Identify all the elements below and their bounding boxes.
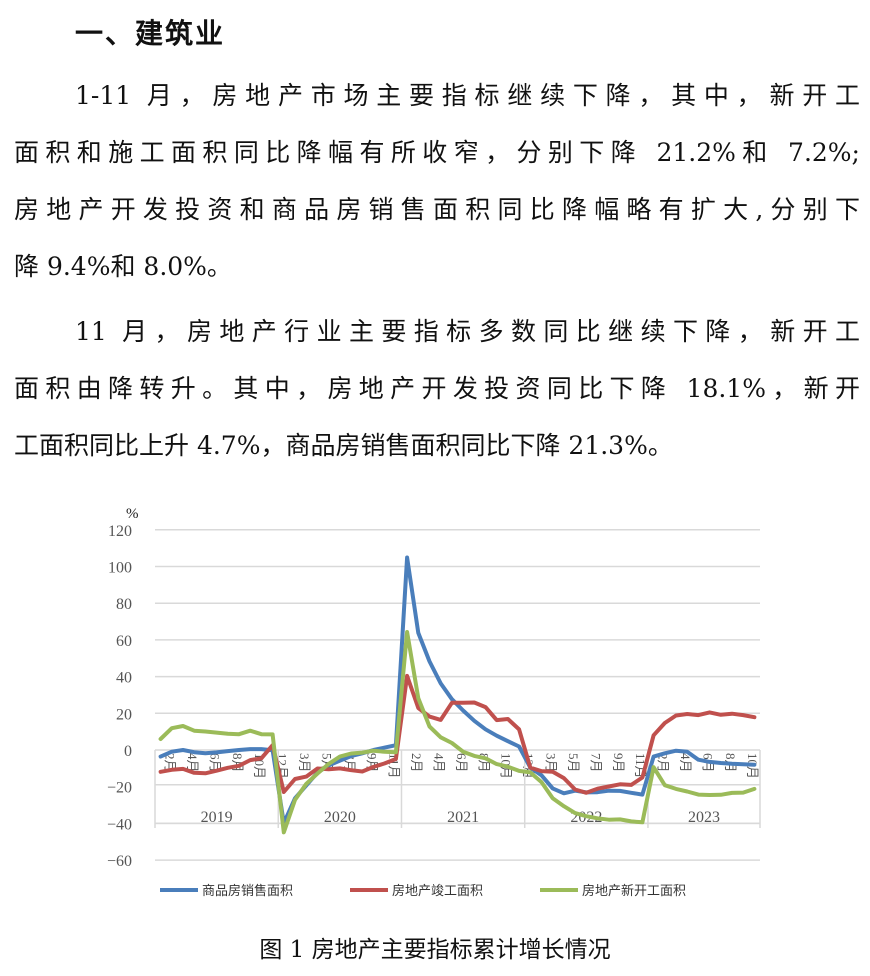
legend-item: 商品房销售面积 <box>160 883 293 899</box>
y-tick-label: 100 <box>108 560 132 577</box>
y-tick-label: −40 <box>107 816 132 833</box>
series-line-2 <box>158 673 757 795</box>
y-tick-label: 60 <box>116 633 132 650</box>
y-tick-label: 80 <box>116 596 132 613</box>
x-tick-label: 2月 <box>656 753 671 773</box>
year-label: 2019 <box>201 809 233 826</box>
x-tick-label: 5月 <box>566 753 581 773</box>
legend-item: 房地产竣工面积 <box>350 883 483 899</box>
year-label: 2023 <box>688 809 720 826</box>
x-tick-label: 7月 <box>588 753 603 773</box>
series-line-3 <box>158 630 757 835</box>
x-tick-label: 6月 <box>207 753 222 773</box>
year-label: 2021 <box>447 809 479 826</box>
y-tick-label: 40 <box>116 670 132 687</box>
text-line: 面积和施工面积同比降幅有所收窄，分别下降 21.2%和 7.2%; <box>14 138 860 167</box>
legend-label: 商品房销售面积 <box>202 883 293 899</box>
y-tick-label: 20 <box>116 706 132 723</box>
legend-item: 房地产新开工面积 <box>540 883 686 899</box>
y-tick-label: −60 <box>107 853 132 870</box>
text-line: 1-11 月，房地产市场主要指标继续下降，其中，新开工 <box>75 81 860 110</box>
x-tick-label: 4月 <box>431 753 446 773</box>
legend-label: 房地产竣工面积 <box>392 883 483 899</box>
legend-label: 房地产新开工面积 <box>582 883 686 899</box>
y-tick-label: 120 <box>108 523 132 540</box>
text-line: 房地产开发投资和商品房销售面积同比降幅略有扩大,分别下 <box>14 195 860 224</box>
x-tick-label: 2月 <box>409 753 424 773</box>
x-tick-label: 4月 <box>678 753 693 773</box>
x-tick-label: 3月 <box>544 753 559 773</box>
text-line: 面积由降转升。其中，房地产开发投资同比下降 18.1%，新开 <box>14 374 860 403</box>
x-tick-label: 3月 <box>297 753 312 773</box>
text-line: 工面积同比上升 4.7%，商品房销售面积同比下降 21.3%。 <box>14 431 673 460</box>
year-label: 2020 <box>324 809 356 826</box>
x-tick-label: 6月 <box>454 753 469 773</box>
text-line: 11 月，房地产行业主要指标多数同比继续下降，新开工 <box>75 317 860 346</box>
x-tick-label: 4月 <box>185 753 200 773</box>
y-axis-unit: % <box>126 506 139 522</box>
series-line-1 <box>158 555 757 826</box>
x-tick-label: 9月 <box>611 753 626 773</box>
y-tick-label: 0 <box>124 743 132 760</box>
section-heading: 一、建筑业 <box>75 17 226 50</box>
text-line: 降 9.4%和 8.0%。 <box>14 252 232 281</box>
figure-caption: 图 1 房地产主要指标累计增长情况 <box>259 937 611 963</box>
y-tick-label: −20 <box>107 780 132 797</box>
